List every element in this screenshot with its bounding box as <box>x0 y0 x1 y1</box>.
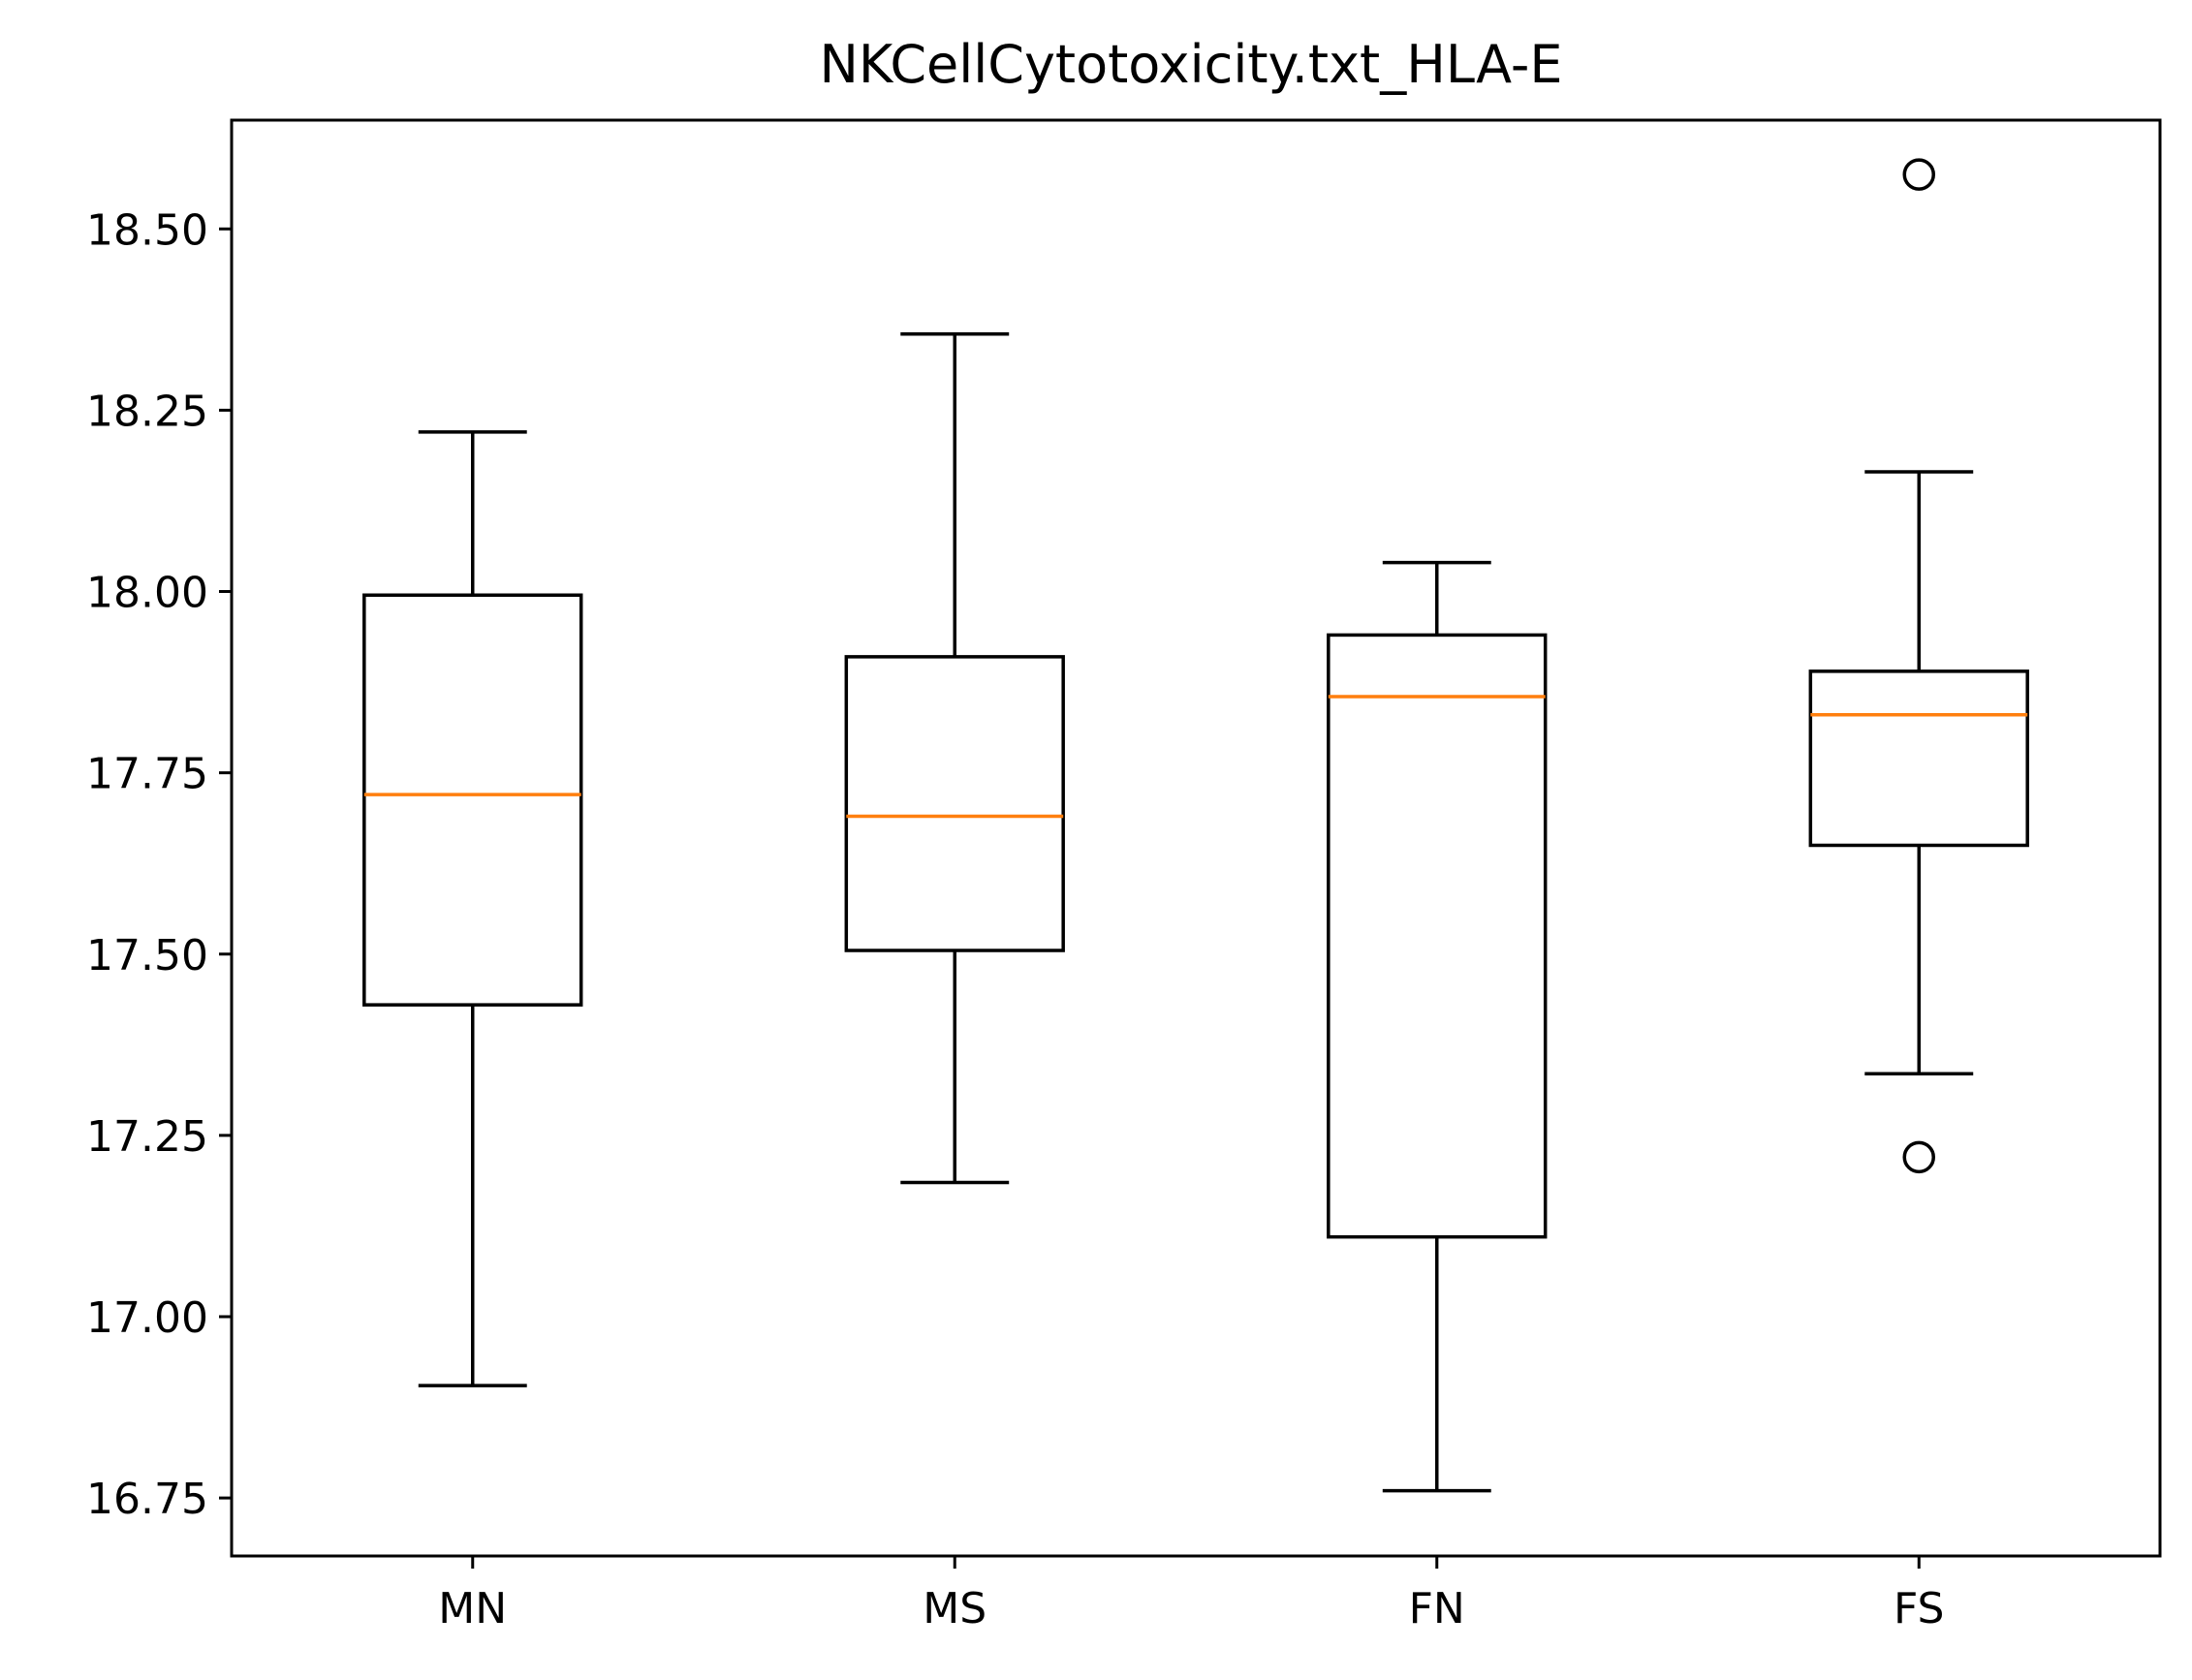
x-axis: MN MS FN FS <box>438 1556 1944 1633</box>
box-ms <box>844 332 1065 1185</box>
y-tick-label: 17.75 <box>86 750 208 799</box>
box-fs <box>1808 158 2029 1174</box>
y-axis: 16.75 17.00 17.25 17.50 17.75 18.00 18.25 18.50 <box>86 205 232 1524</box>
chart-title: NKCellCytotoxicity.txt_HLA-E <box>819 34 1562 95</box>
y-tick-label: 18.00 <box>86 569 208 618</box>
y-tick-label: 17.25 <box>86 1112 208 1162</box>
box-fn <box>1327 560 1548 1493</box>
y-tick-label: 18.50 <box>86 205 208 255</box>
box-iqr <box>1808 669 2029 848</box>
plot-frame <box>230 118 2162 1558</box>
outlier-point <box>1902 158 1935 191</box>
x-tick-label: MS <box>923 1584 986 1633</box>
box-iqr <box>844 655 1065 952</box>
x-tick-label: FN <box>1409 1584 1465 1633</box>
plot-marks <box>362 158 2029 1493</box>
y-tick-label: 18.25 <box>86 387 208 436</box>
box-iqr <box>1327 633 1548 1239</box>
box-iqr <box>362 593 583 1007</box>
box-mn <box>362 430 583 1387</box>
y-tick-label: 17.00 <box>86 1293 208 1343</box>
x-tick-label: FS <box>1894 1584 1944 1633</box>
x-tick-label: MN <box>438 1584 507 1633</box>
y-tick-label: 16.75 <box>86 1475 208 1524</box>
outlier-point <box>1902 1140 1935 1174</box>
y-tick-label: 17.50 <box>86 931 208 980</box>
